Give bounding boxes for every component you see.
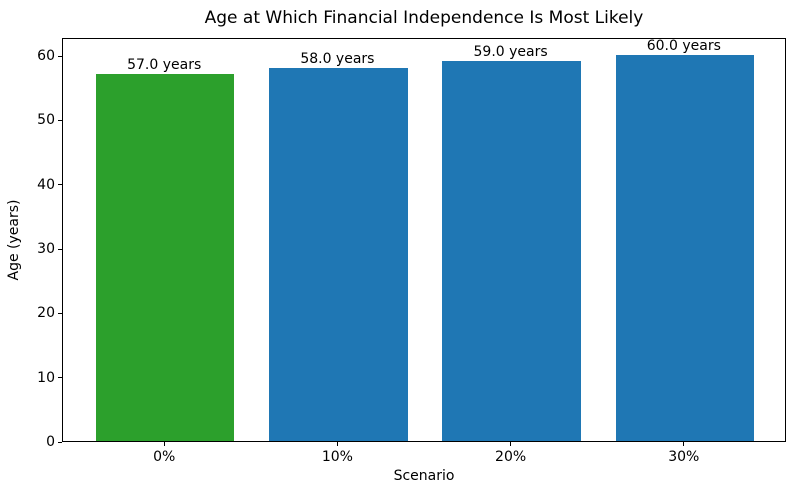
bar-20% bbox=[442, 61, 581, 441]
bar-30% bbox=[615, 55, 755, 441]
y-tick-label: 10 bbox=[37, 369, 55, 386]
x-tick-mark bbox=[510, 442, 512, 446]
x-tick-mark bbox=[163, 442, 165, 446]
y-tick-label: 60 bbox=[37, 48, 55, 64]
y-tick-label: 50 bbox=[37, 112, 55, 129]
x-tick-mark bbox=[336, 442, 338, 446]
x-tick-mark bbox=[683, 442, 685, 446]
y-tick-label: 0 bbox=[46, 434, 55, 450]
x-tick-label: 10% bbox=[321, 449, 353, 465]
x-tick-label: 0% bbox=[153, 449, 176, 465]
x-tick-label: 30% bbox=[668, 449, 700, 465]
y-axis-label: Age (years) bbox=[6, 199, 22, 281]
x-tick-label: 20% bbox=[495, 449, 527, 465]
x-axis-label: Scenario bbox=[393, 468, 455, 484]
plot-area bbox=[62, 38, 786, 442]
bar-0% bbox=[95, 74, 235, 441]
bar-10% bbox=[269, 67, 408, 441]
chart-title: Age at Which Financial Independence Is M… bbox=[204, 8, 644, 28]
y-tick-label: 40 bbox=[37, 176, 55, 193]
y-tick-label: 20 bbox=[37, 305, 55, 322]
